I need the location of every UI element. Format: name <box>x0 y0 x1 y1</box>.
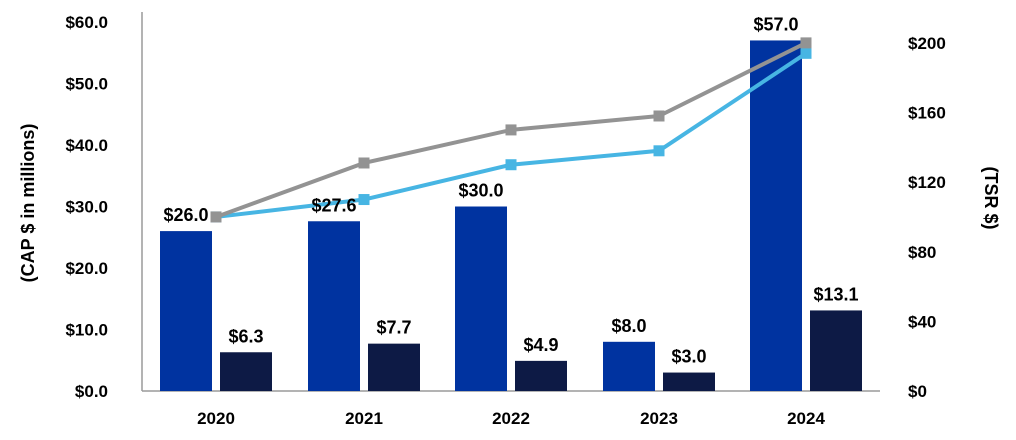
y-tick-right-2: $80 <box>908 243 936 262</box>
line-marker-series2-2020 <box>210 211 222 223</box>
line-marker-series2-2022 <box>505 124 517 136</box>
y-tick-left-6: $60.0 <box>65 13 108 32</box>
y-axis-title-left: (CAP $ in millions) <box>18 124 38 283</box>
bar-series2-2024 <box>810 310 862 391</box>
x-tick-2021: 2021 <box>345 409 383 428</box>
y-tick-left-0: $0.0 <box>75 382 108 401</box>
bar-label-series2-2023: $3.0 <box>671 347 706 367</box>
bar-label-series2-2021: $7.7 <box>376 318 411 338</box>
line-marker-series2-2023 <box>653 110 665 122</box>
line-marker-series1-2021 <box>358 194 370 206</box>
bar-series2-2022 <box>515 360 567 391</box>
bar-label-series1-2022: $30.0 <box>458 181 503 201</box>
bar-label-series1-2021: $27.6 <box>311 195 356 215</box>
y-axis-title-right: (TSR $) <box>981 167 1001 230</box>
bar-series1-2023 <box>603 341 655 391</box>
bar-label-series2-2020: $6.3 <box>228 326 263 346</box>
x-tick-2020: 2020 <box>197 409 235 428</box>
y-tick-right-1: $40 <box>908 312 936 331</box>
bar-label-series1-2020: $26.0 <box>163 205 208 225</box>
y-tick-left-3: $30.0 <box>65 198 108 217</box>
bar-series2-2020 <box>220 352 272 391</box>
y-tick-left-1: $10.0 <box>65 321 108 340</box>
x-tick-2022: 2022 <box>492 409 530 428</box>
bar-label-series1-2023: $8.0 <box>611 316 646 336</box>
line-marker-series1-2024 <box>800 47 812 59</box>
bar-label-series2-2024: $13.1 <box>813 284 858 304</box>
line-marker-series2-2021 <box>358 157 370 169</box>
bar-label-series2-2022: $4.9 <box>523 335 558 355</box>
y-tick-right-0: $0 <box>908 382 927 401</box>
y-tick-left-2: $20.0 <box>65 259 108 278</box>
x-tick-2024: 2024 <box>787 409 825 428</box>
line-marker-series2-2024 <box>800 37 812 49</box>
x-tick-2023: 2023 <box>640 409 678 428</box>
bar-series1-2020 <box>160 231 212 391</box>
line-marker-series1-2023 <box>653 145 665 157</box>
bar-series1-2022 <box>455 206 507 391</box>
line-marker-series1-2022 <box>505 159 517 171</box>
y-tick-right-4: $160 <box>908 104 946 123</box>
bar-layer <box>160 40 862 391</box>
bar-series1-2021 <box>308 221 360 391</box>
y-tick-left-5: $50.0 <box>65 75 108 94</box>
bar-series2-2021 <box>368 343 420 391</box>
bar-series1-2024 <box>750 40 802 391</box>
tick-layer: $0.0 $10.0 $20.0 $30.0 $40.0 $50.0 $60.0 $0 $40 $… <box>65 13 945 428</box>
y-tick-left-4: $40.0 <box>65 136 108 155</box>
data-label-layer: $26.0 $27.6 $30.0 $8.0 $57.0 $6.3 $7.7 $4.9 $3.0… <box>163 14 858 366</box>
bar-label-series1-2024: $57.0 <box>753 14 798 34</box>
bar-series2-2023 <box>663 372 715 391</box>
y-tick-right-5: $200 <box>908 34 946 53</box>
y-tick-right-3: $120 <box>908 173 946 192</box>
line-layer <box>210 37 812 223</box>
